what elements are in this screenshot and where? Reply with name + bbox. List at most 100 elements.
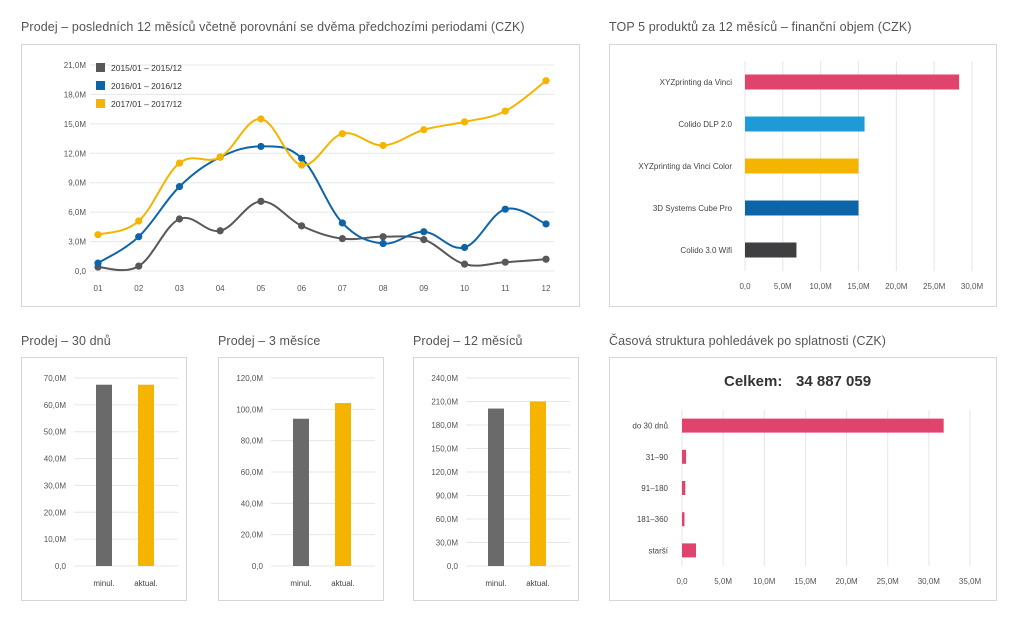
x-tick-label: 5,0M bbox=[714, 577, 732, 586]
line-chart-panel: 0,0 3,0M 6,0M 9,0M 12,0M 15,0M 18,0M 21,0M 01 02 0… bbox=[21, 44, 580, 307]
x-tick-label: 30,0M bbox=[918, 577, 941, 586]
y-tick-label: 240,0M bbox=[431, 374, 458, 383]
data-point bbox=[135, 262, 143, 270]
y-tick-label: 90,0M bbox=[436, 492, 459, 501]
bar bbox=[96, 384, 112, 566]
data-point bbox=[257, 142, 265, 151]
x-tick-label: 01 bbox=[94, 284, 103, 293]
receivables-panel: Celkem: 34 887 059 0,0 5,0M 10,0M 15,0M 20,0M 2… bbox=[609, 357, 997, 601]
x-tick-label: 35,0M bbox=[959, 577, 982, 586]
data-point bbox=[501, 258, 509, 266]
x-tick-label: 09 bbox=[419, 284, 428, 293]
series-line-2 bbox=[97, 145, 547, 264]
y-tick-label: 0,0 bbox=[55, 562, 67, 571]
y-tick-label: 50,0M bbox=[44, 428, 67, 437]
category-label: do 30 dnů bbox=[632, 422, 668, 431]
bar bbox=[745, 158, 859, 174]
legend-swatch bbox=[96, 63, 105, 72]
y-tick-label: 0,0 bbox=[75, 267, 87, 276]
data-point bbox=[420, 126, 428, 134]
bar bbox=[293, 418, 309, 566]
data-point bbox=[175, 183, 184, 191]
data-point bbox=[501, 107, 509, 115]
legend-label: 2015/01 – 2015/12 bbox=[111, 63, 182, 73]
legend-swatch bbox=[96, 99, 105, 108]
x-tick-label: 25,0M bbox=[877, 577, 900, 586]
y-tick-label: 20,0M bbox=[241, 531, 264, 540]
y-tick-label: 21,0M bbox=[64, 61, 87, 70]
category-label: 3D Systems Cube Pro bbox=[653, 204, 733, 213]
receivables-chart-title: Časová struktura pohledávek po splatnost… bbox=[609, 334, 887, 348]
data-point bbox=[379, 233, 387, 241]
category-label: minul. bbox=[290, 579, 311, 588]
data-point bbox=[338, 130, 346, 138]
x-tick-label: 12 bbox=[542, 284, 551, 293]
y-tick-label: 20,0M bbox=[44, 508, 67, 517]
legend-label: 2016/01 – 2016/12 bbox=[111, 81, 182, 91]
bar bbox=[488, 408, 504, 566]
legend-label: 2017/01 – 2017/12 bbox=[111, 99, 182, 109]
sales-12-months-title: Prodej – 12 měsíců bbox=[413, 334, 523, 348]
sales-30-days-title: Prodej – 30 dnů bbox=[21, 334, 111, 348]
y-tick-label: 40,0M bbox=[44, 455, 67, 464]
y-tick-label: 0,0 bbox=[447, 562, 459, 571]
category-label: Colido DLP 2.0 bbox=[678, 120, 732, 129]
y-tick-label: 0,0 bbox=[252, 562, 264, 571]
x-tick-label: 03 bbox=[175, 284, 184, 293]
data-point bbox=[501, 205, 509, 213]
data-point bbox=[420, 228, 428, 236]
x-tick-label: 10,0M bbox=[753, 577, 776, 586]
data-point bbox=[135, 217, 143, 225]
category-label: aktual. bbox=[134, 579, 158, 588]
data-point bbox=[216, 153, 224, 161]
x-tick-label: 15,0M bbox=[847, 282, 870, 291]
data-point bbox=[175, 215, 184, 223]
y-tick-label: 60,0M bbox=[241, 468, 264, 477]
x-tick-label: 30,0M bbox=[961, 282, 984, 291]
data-point bbox=[298, 161, 306, 169]
y-tick-label: 210,0M bbox=[431, 398, 458, 407]
bar bbox=[530, 401, 546, 566]
data-point bbox=[94, 231, 102, 239]
category-label: 31–90 bbox=[646, 453, 669, 462]
category-label: 181–360 bbox=[637, 515, 669, 524]
line-chart: 0,0 3,0M 6,0M 9,0M 12,0M 15,0M 18,0M 21,0M 01 02 0… bbox=[64, 61, 554, 293]
y-tick-label: 40,0M bbox=[241, 499, 264, 508]
data-point bbox=[175, 159, 184, 167]
data-point bbox=[379, 141, 387, 150]
line-chart-title: Prodej – posledních 12 měsíců včetně por… bbox=[21, 20, 525, 34]
data-point bbox=[460, 260, 469, 268]
y-tick-label: 30,0M bbox=[44, 481, 67, 490]
bar bbox=[682, 543, 696, 558]
data-point bbox=[460, 243, 469, 252]
y-tick-label: 18,0M bbox=[64, 90, 87, 99]
y-tick-label: 80,0M bbox=[241, 437, 264, 446]
y-tick-label: 6,0M bbox=[68, 208, 86, 217]
x-tick-label: 06 bbox=[297, 284, 306, 293]
data-point bbox=[257, 115, 265, 123]
y-tick-label: 180,0M bbox=[431, 421, 458, 430]
bar bbox=[745, 242, 797, 258]
y-tick-label: 60,0M bbox=[44, 401, 67, 410]
top5-bar-chart: 0,0 5,0M 10,0M 15,0M 20,0M 25,0M 30,0M XYZprint… bbox=[638, 61, 984, 291]
x-tick-label: 15,0M bbox=[794, 577, 817, 586]
total-value: 34 887 059 bbox=[796, 373, 871, 390]
x-tick-label: 08 bbox=[379, 284, 388, 293]
y-tick-label: 15,0M bbox=[64, 120, 87, 129]
data-point bbox=[135, 233, 143, 241]
data-point bbox=[420, 236, 428, 244]
data-point bbox=[298, 154, 306, 162]
data-point bbox=[379, 239, 387, 248]
data-point bbox=[542, 220, 550, 228]
y-tick-label: 100,0M bbox=[236, 405, 263, 414]
y-tick-label: 70,0M bbox=[44, 374, 67, 383]
data-point bbox=[338, 219, 346, 227]
category-label: minul. bbox=[485, 579, 506, 588]
data-point bbox=[338, 235, 346, 243]
receivables-bar-chart: Celkem: 34 887 059 0,0 5,0M 10,0M 15,0M 20,0M 2… bbox=[632, 373, 982, 586]
top5-chart-panel: 0,0 5,0M 10,0M 15,0M 20,0M 25,0M 30,0M XYZprint… bbox=[609, 44, 997, 307]
x-tick-label: 04 bbox=[216, 284, 225, 293]
bar bbox=[682, 512, 685, 527]
bar bbox=[745, 116, 865, 132]
data-point bbox=[542, 255, 550, 263]
